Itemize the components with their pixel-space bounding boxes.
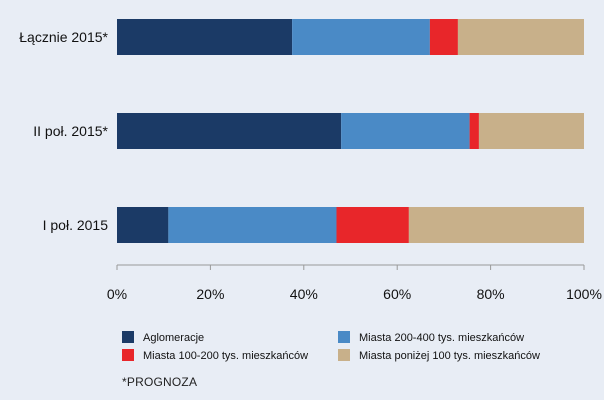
bar-segment-1-0 bbox=[117, 113, 342, 149]
bar-segment-1-1 bbox=[341, 113, 470, 149]
x-tick-label: 60% bbox=[383, 286, 411, 302]
bar-segment-0-0 bbox=[117, 19, 293, 55]
bar-segment-0-3 bbox=[457, 19, 584, 55]
bar-segment-2-1 bbox=[168, 207, 337, 243]
bar-segment-1-3 bbox=[478, 113, 584, 149]
bar-segment-1-2 bbox=[469, 113, 479, 149]
legend-label: Miasta poniżej 100 tys. mieszkańców bbox=[359, 350, 540, 362]
legend-swatch bbox=[122, 349, 134, 361]
x-tick-label: 80% bbox=[477, 286, 505, 302]
bar-segment-2-2 bbox=[336, 207, 409, 243]
x-tick-label: 40% bbox=[290, 286, 318, 302]
legend-label: Miasta 200-400 tys. mieszkańców bbox=[359, 332, 524, 344]
bar-segment-2-0 bbox=[117, 207, 169, 243]
legend-label: Aglomeracje bbox=[143, 332, 204, 344]
legend-swatch bbox=[122, 331, 134, 343]
legend-label: Miasta 100-200 tys. mieszkańców bbox=[143, 350, 308, 362]
category-label: Łącznie 2015* bbox=[19, 29, 108, 45]
bar-segment-0-2 bbox=[429, 19, 458, 55]
bar-segment-2-3 bbox=[408, 207, 584, 243]
forecast-footnote: *PROGNOZA bbox=[122, 375, 198, 389]
category-label: II poł. 2015* bbox=[33, 123, 108, 139]
x-tick-label: 100% bbox=[566, 286, 602, 302]
legend-swatch bbox=[338, 331, 350, 343]
bar-segment-0-1 bbox=[292, 19, 430, 55]
legend-swatch bbox=[338, 349, 350, 361]
x-tick-label: 20% bbox=[196, 286, 224, 302]
x-tick-label: 0% bbox=[107, 286, 127, 302]
category-label: I poł. 2015 bbox=[43, 217, 109, 233]
